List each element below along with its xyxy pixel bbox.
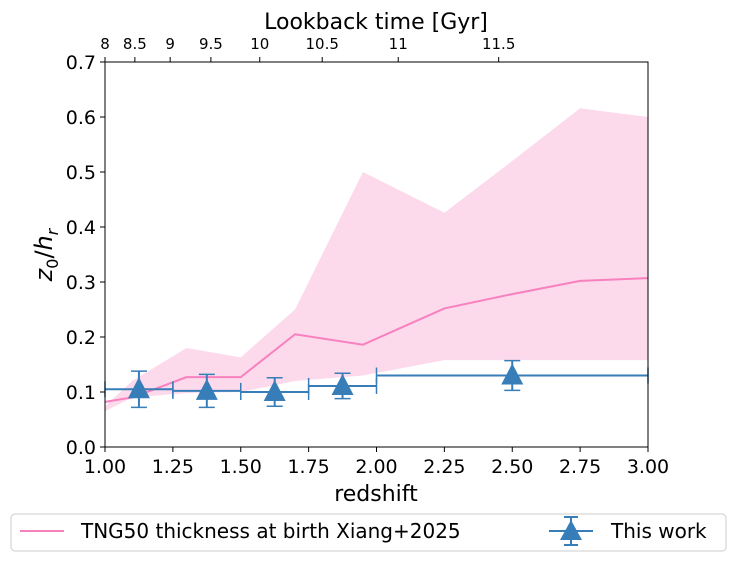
legend: TNG50 thickness at birth Xiang+2025 This… (10, 513, 727, 552)
this-work-point (307, 372, 378, 400)
x-tick-label: 1.25 (152, 456, 194, 478)
legend-tng50-label: TNG50 thickness at birth Xiang+2025 (80, 519, 461, 543)
legend-this-work-label: This work (610, 519, 707, 543)
this-work-point (104, 370, 174, 409)
triangle-marker (263, 380, 286, 401)
top-axis-tick-group: 8 8.5 9 9.5 10 10.5 11 11.5 (100, 35, 515, 62)
x-tick-label: 2.00 (355, 456, 397, 478)
y-tick-label: 0.4 (66, 217, 96, 239)
y-tick-label: 0.2 (66, 327, 96, 349)
triangle-marker (127, 377, 150, 399)
y-tick-label: 0.7 (66, 52, 96, 74)
y-tick-label: 0.5 (66, 162, 96, 184)
y-tick-group: 0.0 0.1 0.2 0.3 0.4 0.5 0.6 0.7 (66, 52, 105, 459)
legend-this-work-swatch (549, 516, 593, 546)
top-tick-label: 10.5 (305, 35, 338, 53)
y-label-sub-0: 0 (43, 259, 62, 269)
top-tick-label: 11 (389, 35, 408, 53)
x-tick-label: 1.00 (84, 456, 126, 478)
triangle-marker (195, 378, 218, 400)
x-tick-label: 1.50 (220, 456, 262, 478)
y-tick-label: 0.0 (66, 437, 96, 459)
top-tick-label: 8.5 (123, 35, 147, 53)
x-tick-label: 3.00 (627, 456, 669, 478)
y-label-h: h (30, 235, 58, 250)
this-work-point (375, 359, 649, 392)
y-label-slash: / (30, 250, 58, 259)
x-tick-label: 1.75 (287, 456, 329, 478)
tng50-scatter-band (105, 108, 648, 412)
top-tick-label: 11.5 (482, 35, 515, 53)
series-line-group (104, 277, 649, 403)
x-axis-label: redshift (334, 482, 418, 507)
y-label-z: z (30, 267, 58, 282)
top-tick-label: 10 (250, 35, 269, 53)
y-label-sub-r: r (43, 227, 62, 235)
tng50-median-line (104, 277, 649, 403)
y-tick-label: 0.1 (66, 382, 96, 404)
x-tick-label: 2.50 (491, 456, 533, 478)
x-tick-label: 2.25 (423, 456, 465, 478)
svg-text:z0/hr: z0/hr (30, 227, 62, 282)
tng50-band-group (105, 108, 648, 412)
x-tick-label: 2.75 (559, 456, 601, 478)
y-tick-label: 0.6 (66, 107, 96, 129)
top-tick-label: 9.5 (199, 35, 223, 53)
top-tick-label: 9 (165, 35, 175, 53)
y-axis-label: z0/hr (30, 227, 62, 282)
top-axis-label: Lookback time [Gyr] (264, 10, 488, 35)
legend-frame (10, 513, 727, 552)
x-tick-group: 1.00 1.25 1.50 1.75 2.00 2.25 2.50 2.75 3.00 (84, 447, 669, 478)
triangle-marker (501, 363, 524, 385)
top-tick-label: 8 (100, 35, 110, 53)
triangle-marker (331, 373, 354, 395)
y-tick-label: 0.3 (66, 272, 96, 294)
data-point-group (104, 359, 649, 409)
